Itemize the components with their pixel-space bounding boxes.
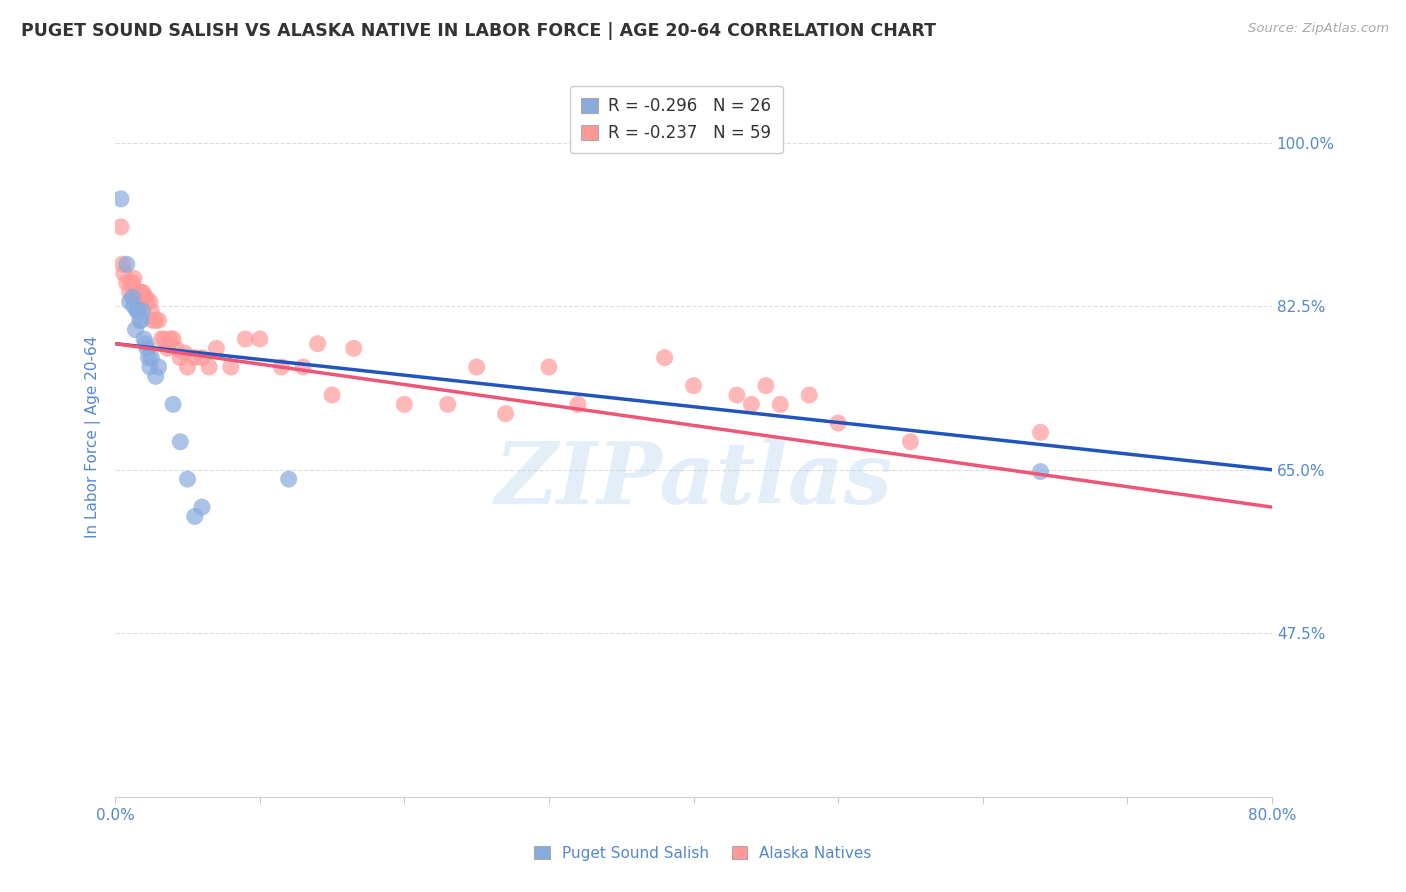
Point	[292, 359, 315, 374]
Point	[131, 285, 153, 300]
Point	[148, 359, 170, 374]
Y-axis label: In Labor Force | Age 20-64: In Labor Force | Age 20-64	[86, 336, 101, 538]
Point	[138, 351, 160, 365]
Point	[169, 351, 191, 365]
Point	[191, 351, 214, 365]
Point	[191, 500, 214, 515]
Point	[112, 267, 135, 281]
Point	[127, 304, 149, 318]
Point	[150, 332, 173, 346]
Point	[129, 285, 152, 300]
Point	[121, 276, 143, 290]
Point	[111, 257, 134, 271]
Point	[139, 294, 162, 309]
Point	[148, 313, 170, 327]
Point	[110, 192, 132, 206]
Point	[307, 336, 329, 351]
Point	[124, 285, 146, 300]
Point	[740, 397, 762, 411]
Point	[495, 407, 517, 421]
Point	[277, 472, 299, 486]
Point	[122, 299, 145, 313]
Point	[654, 351, 676, 365]
Point	[131, 304, 153, 318]
Point	[153, 332, 176, 346]
Point	[173, 346, 195, 360]
Point	[183, 351, 205, 365]
Text: PUGET SOUND SALISH VS ALASKA NATIVE IN LABOR FORCE | AGE 20-64 CORRELATION CHART: PUGET SOUND SALISH VS ALASKA NATIVE IN L…	[21, 22, 936, 40]
Legend: Puget Sound Salish, Alaska Natives: Puget Sound Salish, Alaska Natives	[527, 838, 879, 868]
Point	[128, 285, 150, 300]
Point	[169, 434, 191, 449]
Point	[132, 332, 155, 346]
Point	[682, 378, 704, 392]
Point	[110, 219, 132, 234]
Point	[799, 388, 821, 402]
Legend: R = -0.296   N = 26, R = -0.237   N = 59: R = -0.296 N = 26, R = -0.237 N = 59	[569, 86, 783, 153]
Point	[135, 336, 157, 351]
Point	[156, 341, 179, 355]
Point	[755, 378, 778, 392]
Text: ZIPatlas: ZIPatlas	[495, 439, 893, 522]
Point	[142, 313, 165, 327]
Point	[725, 388, 748, 402]
Point	[537, 359, 560, 374]
Point	[343, 341, 366, 355]
Point	[270, 359, 292, 374]
Point	[118, 294, 141, 309]
Point	[115, 276, 138, 290]
Point	[176, 472, 198, 486]
Point	[139, 359, 162, 374]
Point	[132, 290, 155, 304]
Text: Source: ZipAtlas.com: Source: ZipAtlas.com	[1249, 22, 1389, 36]
Point	[233, 332, 256, 346]
Point	[205, 341, 228, 355]
Point	[124, 323, 146, 337]
Point	[136, 294, 159, 309]
Point	[465, 359, 488, 374]
Point	[249, 332, 271, 346]
Point	[162, 397, 184, 411]
Point	[141, 351, 163, 365]
Point	[198, 359, 221, 374]
Point	[125, 304, 148, 318]
Point	[436, 397, 458, 411]
Point	[115, 257, 138, 271]
Point	[567, 397, 589, 411]
Point	[176, 359, 198, 374]
Point	[136, 341, 159, 355]
Point	[127, 290, 149, 304]
Point	[162, 332, 184, 346]
Point	[165, 341, 187, 355]
Point	[120, 276, 142, 290]
Point	[129, 313, 152, 327]
Point	[159, 332, 181, 346]
Point	[394, 397, 416, 411]
Point	[219, 359, 242, 374]
Point	[900, 434, 922, 449]
Point	[145, 369, 167, 384]
Point	[321, 388, 343, 402]
Point	[122, 271, 145, 285]
Point	[128, 313, 150, 327]
Point	[827, 416, 849, 430]
Point	[125, 294, 148, 309]
Point	[135, 290, 157, 304]
Point	[183, 509, 205, 524]
Point	[145, 313, 167, 327]
Point	[1029, 465, 1052, 479]
Point	[1029, 425, 1052, 440]
Point	[141, 304, 163, 318]
Point	[121, 290, 143, 304]
Point	[769, 397, 792, 411]
Point	[118, 285, 141, 300]
